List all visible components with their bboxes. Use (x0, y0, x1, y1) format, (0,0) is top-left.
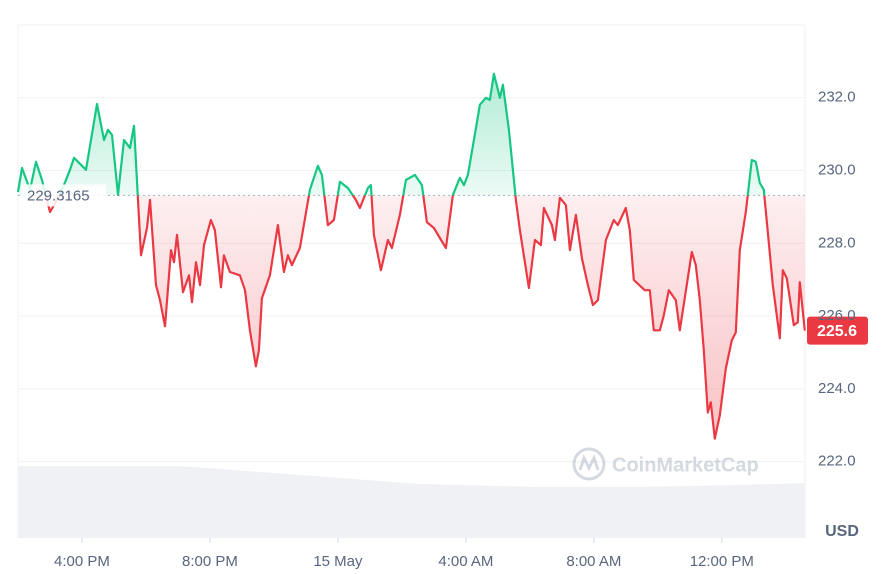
price-line (16, 72, 806, 440)
unit-label: USD (825, 523, 859, 540)
volume-backdrop (18, 466, 805, 538)
x-tick-label: 8:00 PM (182, 553, 238, 570)
y-tick-label: 232.0 (818, 89, 856, 106)
y-tick-label: 226.0 (818, 307, 856, 324)
x-tick-label: 4:00 AM (438, 553, 493, 570)
price-badge (807, 316, 868, 345)
x-tick-label: 15 May (313, 553, 363, 570)
y-tick-label: 228.0 (818, 234, 856, 251)
y-tick-label: 230.0 (818, 162, 856, 179)
x-tick-label: 8:00 AM (566, 553, 621, 570)
x-tick-label: 4:00 PM (54, 553, 110, 570)
watermark-text: CoinMarketCap (612, 454, 759, 476)
x-tick-label: 12:00 PM (690, 553, 754, 570)
y-tick-label: 222.0 (818, 453, 856, 470)
watermark: CoinMarketCap (572, 447, 759, 481)
y-tick-label: 224.0 (818, 380, 856, 397)
baseline-label: 229.3165 (27, 187, 90, 204)
price-badge-label: 225.6 (817, 323, 857, 340)
baseline-label-bg (22, 184, 106, 207)
price-area (18, 73, 805, 439)
